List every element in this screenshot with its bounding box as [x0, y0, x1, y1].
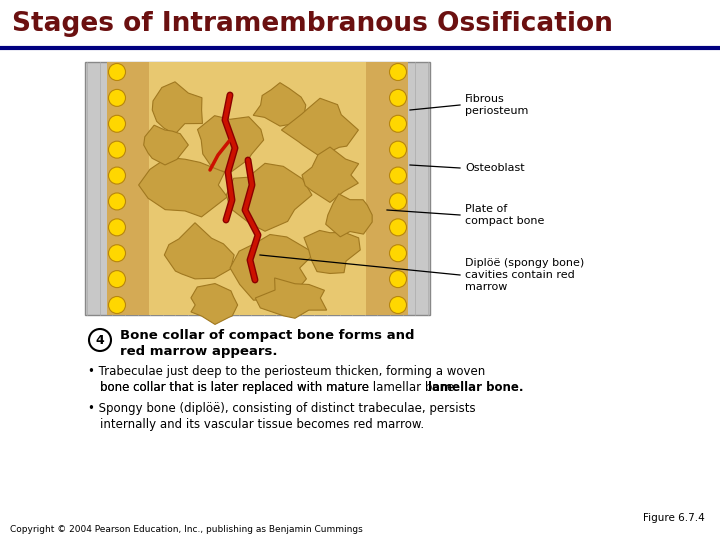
- Circle shape: [390, 141, 407, 158]
- Bar: [149, 62, 366, 315]
- Text: Stages of Intramembranous Ossification: Stages of Intramembranous Ossification: [12, 11, 613, 37]
- Circle shape: [390, 115, 407, 132]
- Bar: [85, 62, 430, 315]
- Polygon shape: [226, 163, 312, 231]
- Text: Osteoblast: Osteoblast: [465, 163, 525, 173]
- Text: Fibrous
periosteum: Fibrous periosteum: [465, 94, 528, 116]
- Text: 4: 4: [96, 334, 104, 347]
- Text: • Trabeculae just deep to the periosteum thicken, forming a woven: • Trabeculae just deep to the periosteum…: [88, 365, 485, 378]
- Circle shape: [109, 219, 125, 236]
- Text: Figure 6.7.4: Figure 6.7.4: [643, 513, 705, 523]
- Circle shape: [390, 271, 407, 288]
- Polygon shape: [304, 231, 360, 273]
- Circle shape: [390, 245, 407, 262]
- Circle shape: [89, 329, 111, 351]
- Text: Plate of
compact bone: Plate of compact bone: [465, 204, 544, 226]
- Polygon shape: [164, 223, 234, 279]
- Polygon shape: [253, 83, 306, 126]
- Circle shape: [109, 64, 125, 80]
- Polygon shape: [191, 284, 238, 325]
- Text: lamellar bone.: lamellar bone.: [428, 381, 523, 394]
- Polygon shape: [325, 194, 372, 237]
- Polygon shape: [230, 234, 315, 300]
- Text: bone collar that is later replaced with mature lamellar bone.: bone collar that is later replaced with …: [100, 381, 458, 394]
- Polygon shape: [144, 125, 189, 165]
- Circle shape: [109, 167, 125, 184]
- Text: bone collar that is later replaced with mature: bone collar that is later replaced with …: [100, 381, 373, 394]
- Circle shape: [390, 219, 407, 236]
- Circle shape: [109, 141, 125, 158]
- Circle shape: [109, 193, 125, 210]
- Bar: [366, 62, 408, 315]
- Bar: [0, 0, 720, 48]
- Circle shape: [109, 245, 125, 262]
- Polygon shape: [197, 116, 264, 173]
- Circle shape: [390, 296, 407, 314]
- Text: • Spongy bone (diplöë), consisting of distinct trabeculae, persists: • Spongy bone (diplöë), consisting of di…: [88, 402, 476, 415]
- Polygon shape: [139, 158, 228, 217]
- Circle shape: [390, 193, 407, 210]
- Circle shape: [390, 90, 407, 106]
- Polygon shape: [302, 147, 359, 202]
- Polygon shape: [152, 82, 202, 134]
- Polygon shape: [282, 98, 359, 157]
- Text: Bone collar of compact bone forms and: Bone collar of compact bone forms and: [120, 328, 415, 341]
- Circle shape: [109, 271, 125, 288]
- Circle shape: [109, 296, 125, 314]
- Bar: [107, 62, 149, 315]
- Circle shape: [109, 90, 125, 106]
- Text: Diplöë (spongy bone)
cavities contain red
marrow: Diplöë (spongy bone) cavities contain re…: [465, 259, 584, 292]
- Circle shape: [109, 115, 125, 132]
- Circle shape: [390, 167, 407, 184]
- Text: red marrow appears.: red marrow appears.: [120, 345, 277, 357]
- Circle shape: [390, 64, 407, 80]
- Text: Copyright © 2004 Pearson Education, Inc., publishing as Benjamin Cummings: Copyright © 2004 Pearson Education, Inc.…: [10, 525, 363, 535]
- Polygon shape: [256, 278, 327, 318]
- Text: internally and its vascular tissue becomes red marrow.: internally and its vascular tissue becom…: [100, 418, 424, 431]
